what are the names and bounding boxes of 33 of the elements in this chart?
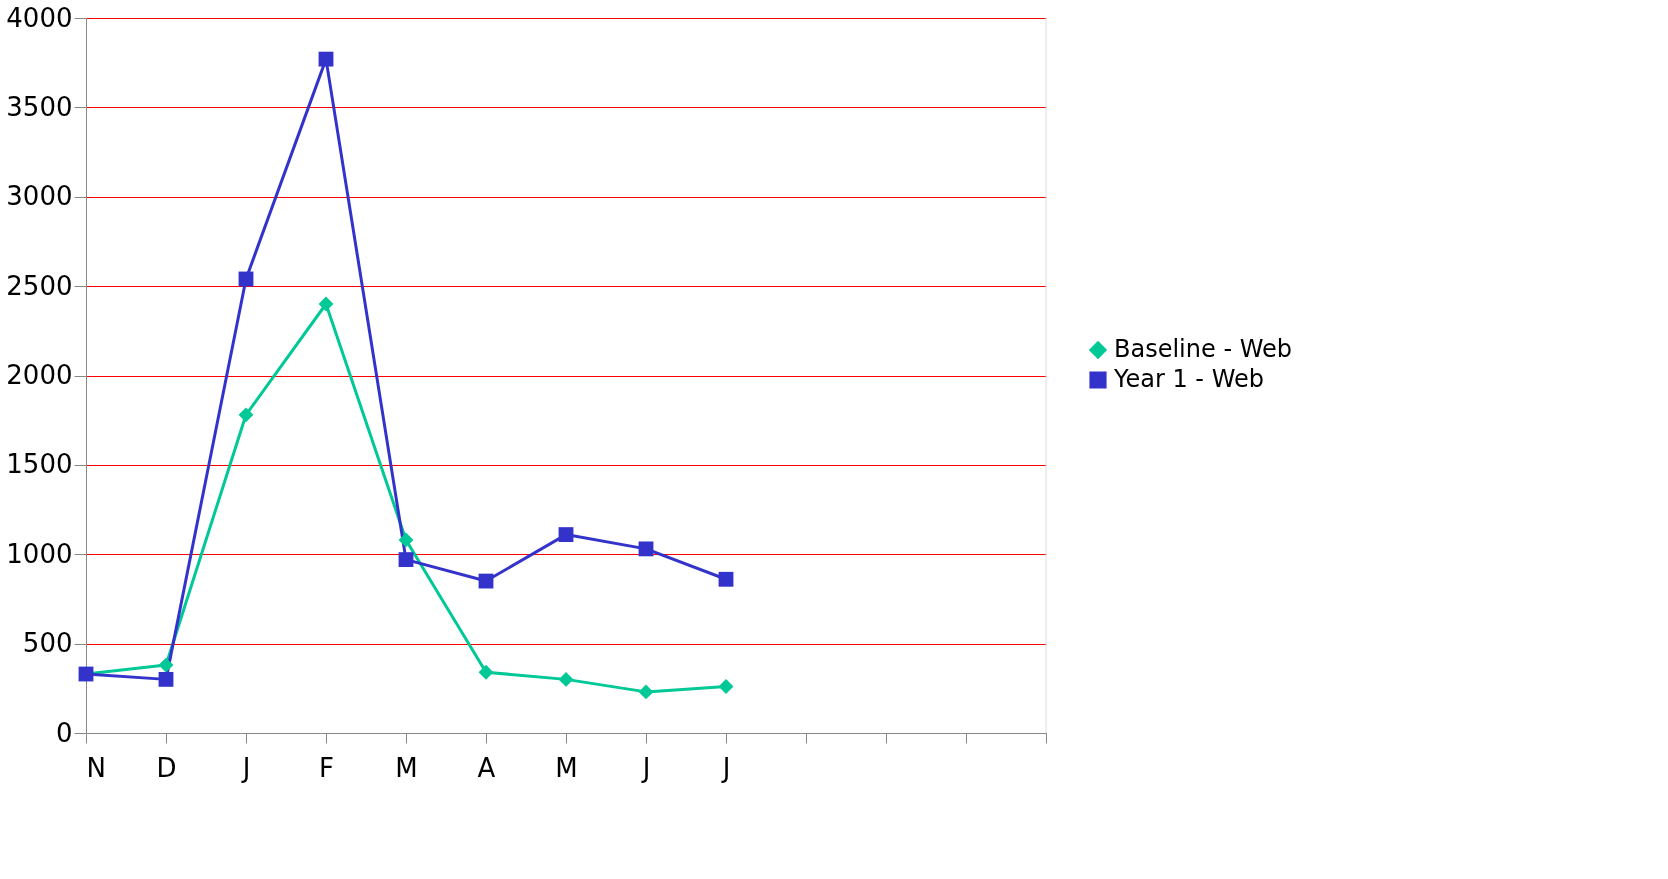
y-tick-label: 500 bbox=[22, 628, 73, 659]
y-tick-label: 4000 bbox=[6, 2, 73, 33]
x-tick-label: J bbox=[720, 752, 731, 783]
y-tick-label: 1000 bbox=[6, 538, 73, 569]
x-tick-label: M bbox=[555, 752, 578, 783]
point bbox=[558, 671, 574, 687]
y-tick-label: 3000 bbox=[6, 181, 73, 212]
y-tick-label: 2000 bbox=[6, 360, 73, 390]
x-tick-label: M bbox=[395, 752, 418, 783]
point bbox=[398, 552, 414, 568]
y-tick-label: 1500 bbox=[6, 449, 73, 480]
point bbox=[318, 51, 334, 67]
point bbox=[718, 571, 734, 587]
legend-label: Baseline - Web bbox=[1114, 335, 1292, 363]
y-tick-label: 0 bbox=[55, 717, 73, 748]
x-tick-label: J bbox=[640, 752, 651, 783]
point bbox=[638, 684, 654, 700]
point bbox=[238, 407, 254, 423]
point bbox=[318, 296, 334, 312]
point bbox=[398, 532, 414, 548]
point bbox=[158, 657, 174, 673]
y-tick-label: 3500 bbox=[6, 91, 73, 122]
x-tick-label: A bbox=[477, 752, 496, 783]
x-tick-label: J bbox=[240, 752, 251, 783]
legend-label: Year 1 - Web bbox=[1113, 365, 1264, 393]
point bbox=[638, 541, 654, 557]
x-tick-label: F bbox=[319, 752, 334, 783]
y-tick-label: 2500 bbox=[6, 270, 73, 301]
point bbox=[558, 527, 574, 542]
point bbox=[478, 664, 494, 680]
point bbox=[158, 671, 174, 687]
x-tick-label: N bbox=[86, 752, 106, 783]
x-tick-label: D bbox=[156, 752, 177, 783]
